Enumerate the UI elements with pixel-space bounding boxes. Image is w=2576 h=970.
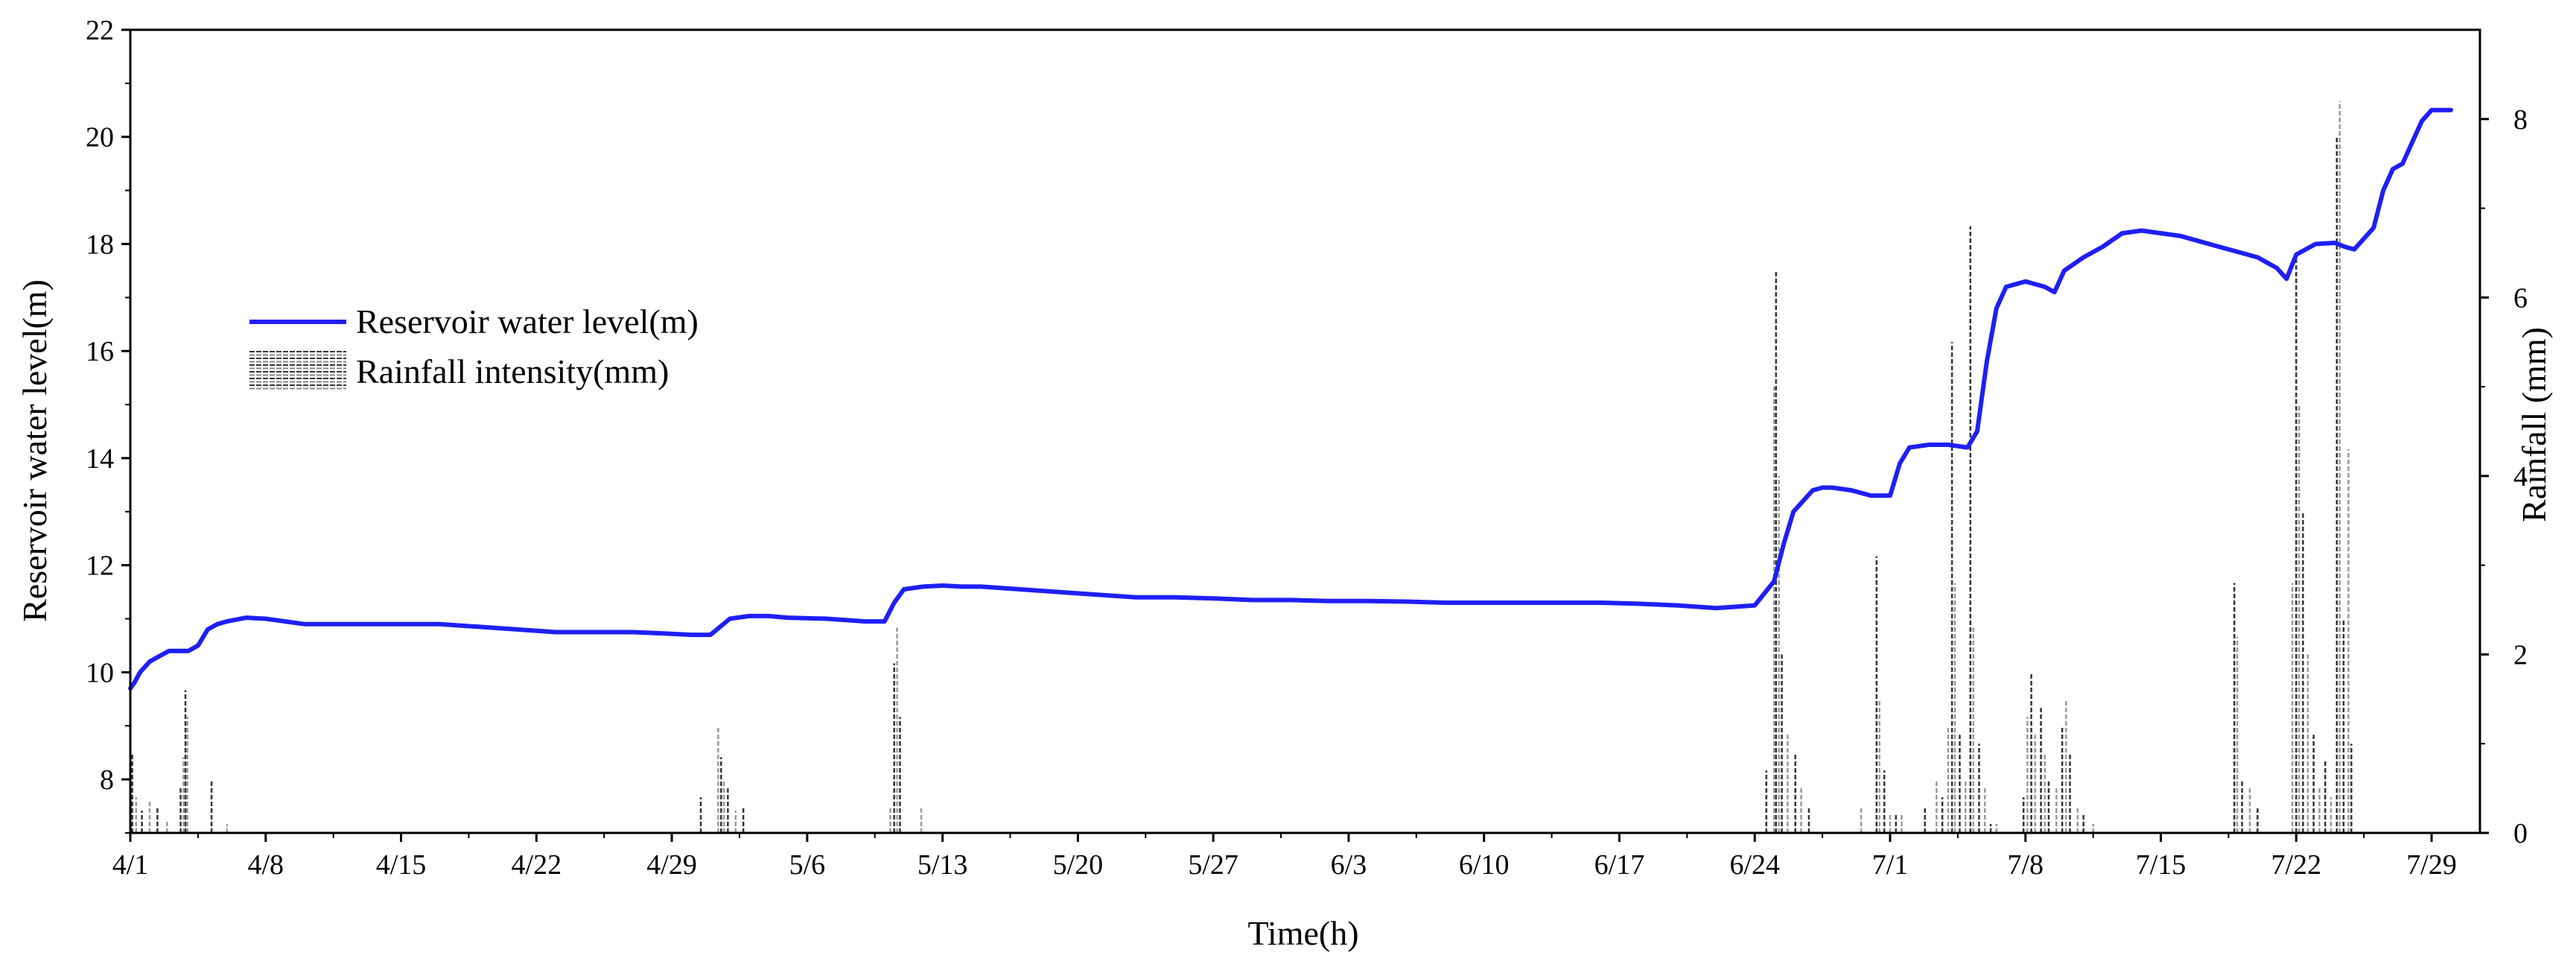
legend-label-water-level: Reservoir water level(m): [356, 302, 699, 340]
x-tick-label: 7/29: [2406, 849, 2457, 881]
x-tick-label: 6/17: [1594, 849, 1645, 881]
x-axis-title: Time(h): [1247, 914, 1358, 952]
legend: Reservoir water level(m) Rainfall intens…: [249, 302, 699, 390]
x-tick-label: 6/3: [1331, 849, 1367, 881]
x-tick-label: 5/13: [917, 849, 968, 881]
x-tick-label: 4/1: [112, 849, 149, 881]
y-tick-label: 10: [86, 657, 114, 688]
y-tick-label: 14: [86, 443, 114, 475]
y-tick-label: 20: [86, 122, 114, 153]
y2-tick-label: 6: [2513, 282, 2528, 314]
y-tick-label: 22: [86, 15, 114, 46]
x-tick-label: 5/6: [789, 849, 826, 881]
x-tick-label: 5/27: [1188, 849, 1238, 881]
x-tick-label: 5/20: [1053, 849, 1104, 881]
y-tick-label: 8: [100, 764, 114, 796]
x-tick-label: 6/24: [1729, 849, 1780, 881]
y2-axis-title: Rainfall (mm): [2515, 327, 2553, 522]
y-axis-title: Reservoir water level(m): [16, 279, 54, 622]
y-axis-left: 8 10 12 14 16 18 20 22: [86, 15, 130, 834]
y-tick-label: 18: [86, 229, 114, 260]
y2-tick-label: 0: [2513, 818, 2528, 849]
y-axis-right: 0 2 4 6 8: [2480, 104, 2528, 849]
y2-tick-label: 8: [2513, 104, 2528, 136]
x-tick-label: 7/8: [2007, 849, 2044, 881]
series-line-water-level: [128, 107, 2453, 691]
y2-tick-label: 2: [2513, 639, 2528, 671]
x-tick-label: 4/29: [646, 849, 697, 881]
y2-tick-label: 4: [2513, 461, 2528, 492]
x-tick-label: 4/22: [512, 849, 562, 881]
x-tick-label: 7/1: [1872, 849, 1909, 881]
x-tick-label: 7/15: [2136, 849, 2187, 881]
y-tick-label: 12: [86, 551, 114, 582]
x-tick-label: 6/10: [1459, 849, 1510, 881]
legend-label-rainfall: Rainfall intensity(mm): [356, 352, 669, 390]
y-tick-label: 16: [86, 336, 114, 367]
x-axis: 4/1 4/8 4/15 4/22 4/29 5/6 5/13 5/20 5/27 6/3 6/10…: [112, 833, 2457, 881]
x-tick-label: 4/15: [376, 849, 427, 881]
x-tick-label: 7/22: [2271, 849, 2322, 881]
x-tick-label: 4/8: [247, 849, 284, 881]
plot-frame: [129, 28, 2481, 834]
legend-swatch-rainfall: [249, 351, 346, 390]
rainfall-bars: [131, 101, 2353, 833]
